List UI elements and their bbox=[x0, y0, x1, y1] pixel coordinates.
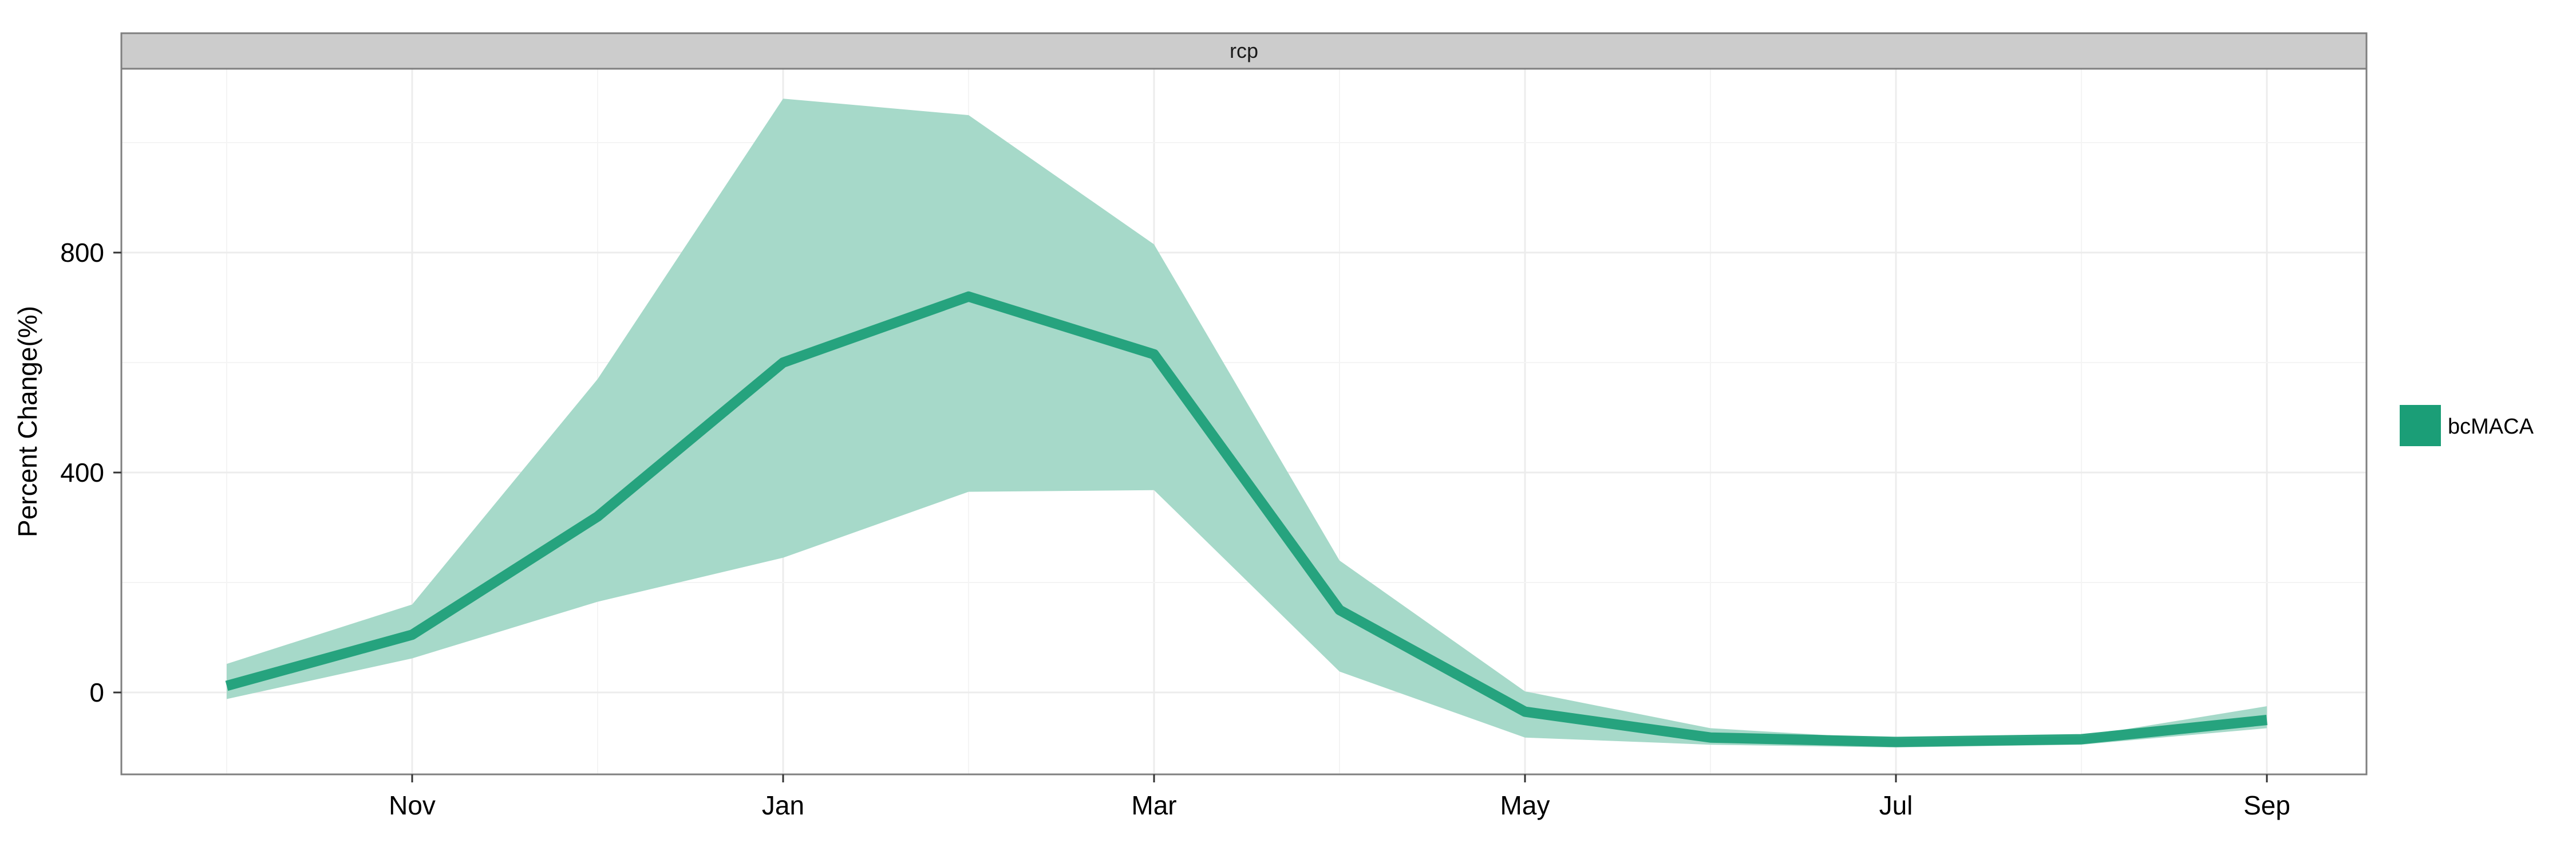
x-tick-label-jul: Jul bbox=[1879, 790, 1913, 820]
legend-label-bcmaca: bcMACA bbox=[2448, 415, 2534, 439]
y-axis-title: Percent Change(%) bbox=[13, 306, 42, 537]
x-tick-label-sep: Sep bbox=[2243, 790, 2290, 820]
axes: Nov Jan Mar May Jul Sep 0 400 800 bbox=[60, 238, 2290, 820]
y-tick-label-400: 400 bbox=[60, 458, 104, 487]
x-tick-label-mar: Mar bbox=[1131, 790, 1176, 820]
x-tick-label-may: May bbox=[1500, 790, 1550, 820]
facet-strip bbox=[120, 32, 2368, 70]
x-tick-label-nov: Nov bbox=[389, 790, 436, 820]
legend: bcMACA bbox=[2400, 405, 2534, 446]
line-bcmaca bbox=[225, 291, 2267, 747]
x-tick-label-jan: Jan bbox=[762, 790, 804, 820]
data-layer bbox=[225, 99, 2267, 748]
legend-key-bcmaca bbox=[2400, 405, 2441, 446]
y-tick-label-800: 800 bbox=[60, 238, 104, 267]
y-tick-label-0: 0 bbox=[89, 678, 104, 707]
facet-label: rcp bbox=[1230, 39, 1258, 62]
ribbon-bcmaca bbox=[227, 99, 2267, 748]
